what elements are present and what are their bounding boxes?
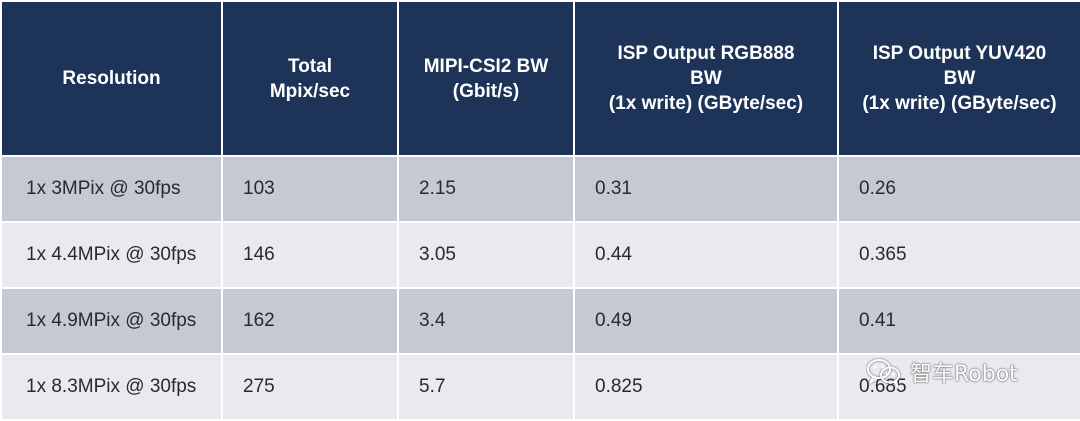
cell-isp-rgb888: 0.825 [573, 353, 839, 421]
header-isp-rgb888: ISP Output RGB888 BW (1x write) (GByte/s… [573, 0, 839, 157]
cell-isp-yuv420: 0.365 [837, 221, 1080, 289]
cell-resolution: 1x 3MPix @ 30fps [0, 155, 223, 223]
table-row: 1x 8.3MPix @ 30fps 275 5.7 0.825 0.685 [0, 353, 1080, 421]
header-isp-yuv420: ISP Output YUV420 BW (1x write) (GByte/s… [837, 0, 1080, 157]
cell-isp-rgb888: 0.49 [573, 287, 839, 355]
cell-mipi-bw: 2.15 [397, 155, 575, 223]
header-mipi-bw: MIPI-CSI2 BW (Gbit/s) [397, 0, 575, 157]
table-row: 1x 4.4MPix @ 30fps 146 3.05 0.44 0.365 [0, 221, 1080, 289]
cell-isp-yuv420: 0.685 [837, 353, 1080, 421]
cell-resolution: 1x 4.9MPix @ 30fps [0, 287, 223, 355]
header-resolution: Resolution [0, 0, 223, 157]
cell-mipi-bw: 3.05 [397, 221, 575, 289]
cell-isp-rgb888: 0.44 [573, 221, 839, 289]
cell-total-mpix: 275 [221, 353, 399, 421]
cell-mipi-bw: 5.7 [397, 353, 575, 421]
cell-resolution: 1x 4.4MPix @ 30fps [0, 221, 223, 289]
cell-total-mpix: 146 [221, 221, 399, 289]
header-total-mpix: Total Mpix/sec [221, 0, 399, 157]
cell-total-mpix: 162 [221, 287, 399, 355]
cell-mipi-bw: 3.4 [397, 287, 575, 355]
table-header-row: Resolution Total Mpix/sec MIPI-CSI2 BW (… [0, 0, 1080, 157]
cell-total-mpix: 103 [221, 155, 399, 223]
cell-isp-rgb888: 0.31 [573, 155, 839, 223]
cell-isp-yuv420: 0.41 [837, 287, 1080, 355]
cell-resolution: 1x 8.3MPix @ 30fps [0, 353, 223, 421]
cell-isp-yuv420: 0.26 [837, 155, 1080, 223]
table-row: 1x 4.9MPix @ 30fps 162 3.4 0.49 0.41 [0, 287, 1080, 355]
table-row: 1x 3MPix @ 30fps 103 2.15 0.31 0.26 [0, 155, 1080, 223]
